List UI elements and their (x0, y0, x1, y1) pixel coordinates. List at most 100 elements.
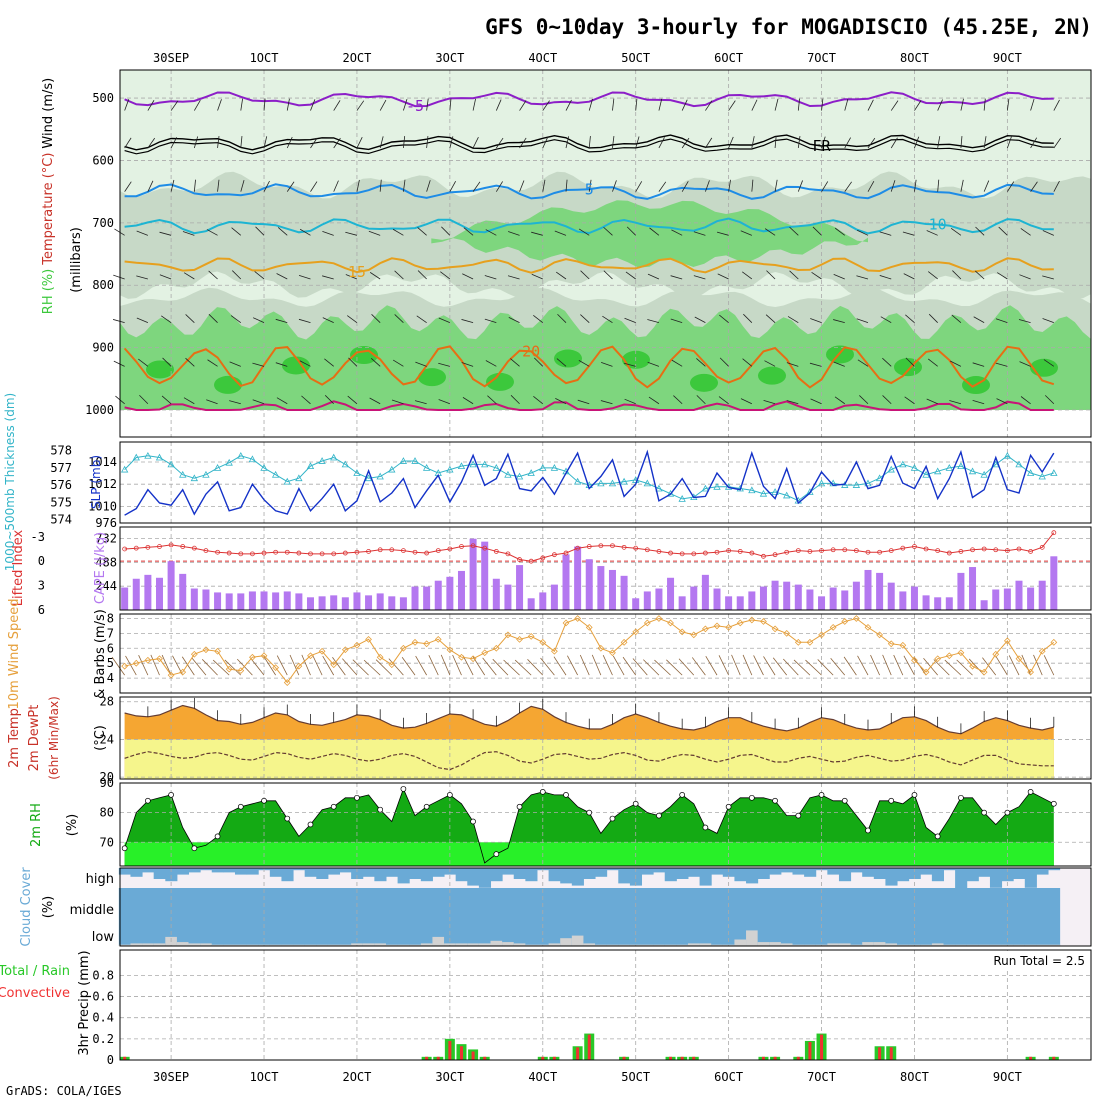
isotherm-label: 10 (929, 216, 947, 234)
middle-cloud-bar (153, 888, 166, 920)
high-cloud-bar (618, 868, 631, 884)
low-cloud-clear-bar (525, 944, 538, 946)
wind-barb (162, 357, 172, 367)
wind-barb (693, 231, 706, 236)
wind-barb (495, 137, 504, 149)
wind-barb (797, 180, 803, 192)
cape-bar (272, 592, 280, 610)
wind-barb (324, 358, 334, 367)
surface-wind-barb (342, 658, 358, 676)
footer-credit: GrADS: COLA/IGES (6, 1084, 122, 1098)
wind-barb (417, 227, 427, 236)
surface-wind-barb (172, 655, 184, 676)
wind-barb (834, 227, 846, 236)
high-cloud-bar (943, 868, 956, 871)
wind-barb (112, 319, 125, 324)
low-cloud-bar (943, 920, 956, 946)
low-cloud-clear-bar (234, 944, 248, 946)
wind-barb (438, 362, 450, 367)
lifted-index-point (865, 549, 871, 555)
cloud-units-title: (%) (41, 896, 56, 919)
surface-wind-barb (731, 654, 741, 676)
low-cloud-clear-bar (339, 944, 352, 946)
pressure-tick-label: 500 (92, 91, 114, 105)
wind-barb (658, 137, 665, 149)
cloud-axis-title: Cloud Cover (19, 867, 34, 947)
precip-panel-frame (119, 949, 1092, 1061)
top-x-tick-label: 9OCT (993, 51, 1022, 65)
precip-convective-bar (448, 1040, 452, 1060)
high-cloud-bar (246, 868, 259, 875)
surface-wind-barb (276, 655, 288, 676)
lifted-index-point (912, 544, 917, 549)
wind-barb (983, 98, 986, 111)
middle-cloud-bar (502, 888, 515, 920)
rh2m-point (725, 803, 732, 810)
lifted-index-point (366, 549, 371, 554)
low-cloud-clear-bar (687, 943, 701, 946)
cape-bar (957, 572, 965, 610)
low-cloud-clear-bar (676, 944, 689, 946)
wind-barb (928, 271, 938, 280)
wind-speed-point (655, 615, 663, 622)
wind-barb (438, 317, 451, 324)
low-cloud-bar (176, 920, 190, 946)
wind-barb (882, 395, 892, 405)
lifted-index-point (691, 551, 697, 557)
upper-air-ylabel: RH (%) Temperature (°C) Wind (m/s) (41, 78, 56, 314)
cape-bar (365, 595, 373, 610)
wind-speed-point (260, 652, 268, 660)
wind-barb (578, 228, 590, 236)
thickness-point (492, 464, 500, 471)
wind-barb (286, 98, 290, 111)
wind-speed-point (969, 662, 976, 670)
rh2m-point (748, 794, 755, 801)
surface-wind-barb (201, 659, 218, 676)
low-cloud-clear-bar (850, 944, 863, 946)
low-cloud-bar (420, 920, 433, 946)
middle-cloud-bar (943, 888, 956, 920)
lifted-index-point (284, 549, 290, 555)
surface-wind-barb (742, 654, 753, 676)
cape-bar (1015, 580, 1023, 610)
wind-barb (345, 274, 358, 280)
slp-axis-title: SLP (mb) (89, 455, 103, 509)
rh2m-point (609, 815, 616, 822)
low-cloud-clear-bar (978, 944, 991, 946)
wind-barb (588, 179, 592, 192)
temperature-tick-label: 20 (100, 770, 114, 784)
rh-saturated-patch (826, 345, 854, 364)
wind-barb (263, 98, 266, 111)
precip-tick-label: 0.6 (92, 990, 114, 1004)
wind-barb (960, 179, 964, 192)
middle-cloud-bar (850, 888, 863, 920)
thickness-point (573, 477, 582, 485)
high-cloud-bar (548, 868, 561, 882)
high-cloud-bar (142, 868, 155, 873)
thickness-tick-label: 578 (50, 444, 72, 458)
cape-bar (574, 546, 582, 610)
wind-barb (182, 231, 195, 236)
low-cloud-bar (1036, 920, 1049, 946)
wind-barb (542, 136, 549, 149)
cape-bar (132, 578, 140, 610)
high-cloud-bar (885, 868, 898, 886)
middle-cloud-bar (595, 888, 608, 920)
high-cloud-bar (234, 868, 248, 875)
wind-barb (193, 99, 201, 111)
lifted-index-point (668, 550, 673, 556)
thickness-point (783, 491, 791, 499)
wind-barb (542, 179, 546, 192)
wind-barb (449, 136, 454, 149)
cape-bar (841, 590, 849, 610)
middle-cloud-bar (699, 888, 712, 920)
wind-speed-point (667, 619, 674, 627)
wind-barb (1019, 361, 1031, 367)
middle-cloud-bar (873, 888, 886, 920)
lifted-index-point (238, 551, 244, 557)
wind-speed-point (620, 638, 628, 646)
precip-convective-bar (471, 1051, 475, 1060)
surface-wind-barb (870, 654, 880, 676)
low-cloud-clear-bar (1048, 944, 1061, 946)
wind-speed-point (945, 652, 953, 660)
